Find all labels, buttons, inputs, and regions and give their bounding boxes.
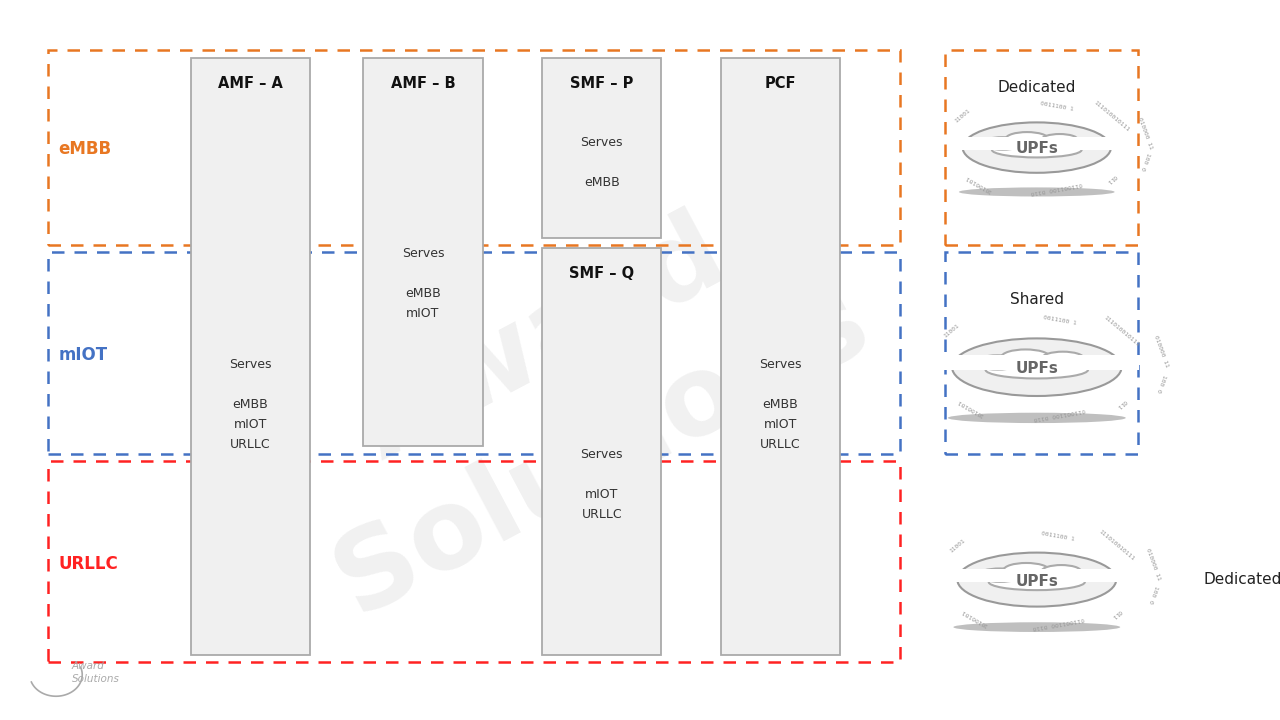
FancyBboxPatch shape bbox=[543, 248, 662, 655]
Text: 10100101: 10100101 bbox=[965, 174, 993, 193]
Text: 100 0: 100 0 bbox=[1156, 374, 1166, 393]
Text: 010000 11: 010000 11 bbox=[1138, 117, 1153, 150]
Text: 10100101: 10100101 bbox=[960, 608, 989, 628]
Ellipse shape bbox=[954, 622, 1120, 632]
Text: Serves

mIOT
URLLC: Serves mIOT URLLC bbox=[581, 448, 623, 521]
Text: PCF: PCF bbox=[765, 76, 796, 91]
Text: UPFs: UPFs bbox=[1015, 361, 1059, 377]
Text: 111010010111: 111010010111 bbox=[1092, 99, 1130, 132]
FancyBboxPatch shape bbox=[941, 569, 1133, 582]
Ellipse shape bbox=[978, 569, 1023, 582]
Text: SMF – Q: SMF – Q bbox=[570, 266, 635, 282]
Text: 10100101: 10100101 bbox=[956, 398, 984, 418]
Text: 0011100 1: 0011100 1 bbox=[1043, 315, 1076, 326]
Text: AMF – A: AMF – A bbox=[218, 76, 283, 91]
Ellipse shape bbox=[1041, 134, 1078, 145]
FancyBboxPatch shape bbox=[934, 356, 1139, 370]
Text: 011: 011 bbox=[1105, 174, 1117, 185]
Ellipse shape bbox=[986, 361, 1088, 379]
Bar bbox=[47, 252, 900, 454]
Text: 011001100 0110: 011001100 0110 bbox=[1033, 407, 1085, 420]
Bar bbox=[47, 50, 900, 245]
Ellipse shape bbox=[992, 142, 1082, 158]
FancyBboxPatch shape bbox=[364, 58, 483, 446]
Text: 11001: 11001 bbox=[943, 323, 960, 339]
Text: 111010010111: 111010010111 bbox=[1103, 315, 1140, 347]
Text: Serves

eMBB
mIOT: Serves eMBB mIOT bbox=[402, 247, 444, 320]
Text: SMF – P: SMF – P bbox=[570, 76, 634, 91]
Ellipse shape bbox=[1042, 565, 1080, 577]
Text: 11001: 11001 bbox=[954, 108, 972, 124]
Text: 0011100 1: 0011100 1 bbox=[1039, 102, 1074, 112]
Text: 111010010111: 111010010111 bbox=[1098, 529, 1135, 562]
Text: Shared: Shared bbox=[1010, 292, 1064, 307]
Text: Dedicated: Dedicated bbox=[1203, 572, 1280, 587]
Text: mIOT: mIOT bbox=[59, 346, 108, 364]
Text: Award
Solutions: Award Solutions bbox=[259, 156, 884, 636]
Text: UPFs: UPFs bbox=[1015, 574, 1059, 588]
Bar bbox=[945, 252, 1138, 454]
Text: URLLC: URLLC bbox=[59, 554, 118, 573]
Ellipse shape bbox=[1004, 563, 1050, 577]
Text: 010000 11: 010000 11 bbox=[1146, 548, 1161, 581]
FancyBboxPatch shape bbox=[543, 58, 662, 238]
Text: Dedicated: Dedicated bbox=[997, 80, 1076, 95]
Text: 010000 11: 010000 11 bbox=[1153, 334, 1169, 368]
Text: Award
Solutions: Award Solutions bbox=[72, 661, 119, 684]
Text: 011: 011 bbox=[1111, 608, 1123, 619]
Bar bbox=[47, 461, 900, 662]
Text: 11001: 11001 bbox=[948, 538, 966, 554]
Text: 0011100 1: 0011100 1 bbox=[1041, 531, 1075, 541]
Ellipse shape bbox=[957, 553, 1116, 606]
Ellipse shape bbox=[1001, 349, 1050, 364]
Text: Serves

eMBB
mIOT
URLLC: Serves eMBB mIOT URLLC bbox=[229, 358, 271, 451]
Text: 011: 011 bbox=[1116, 398, 1128, 409]
Ellipse shape bbox=[973, 356, 1021, 369]
FancyBboxPatch shape bbox=[947, 138, 1126, 150]
Ellipse shape bbox=[1042, 351, 1084, 365]
Ellipse shape bbox=[988, 574, 1085, 590]
Text: 011001100 0110: 011001100 0110 bbox=[1032, 616, 1084, 630]
Ellipse shape bbox=[1006, 132, 1048, 145]
Bar bbox=[945, 50, 1138, 245]
Text: UPFs: UPFs bbox=[1015, 142, 1059, 156]
Text: Serves

eMBB: Serves eMBB bbox=[581, 135, 623, 189]
Text: eMBB: eMBB bbox=[59, 140, 111, 158]
Text: 100 0: 100 0 bbox=[1148, 585, 1158, 604]
Ellipse shape bbox=[959, 187, 1115, 197]
Ellipse shape bbox=[982, 138, 1024, 150]
Text: 100 0: 100 0 bbox=[1140, 152, 1151, 171]
Text: Serves

eMBB
mIOT
URLLC: Serves eMBB mIOT URLLC bbox=[759, 358, 801, 451]
FancyBboxPatch shape bbox=[191, 58, 310, 655]
FancyBboxPatch shape bbox=[721, 58, 840, 655]
Ellipse shape bbox=[947, 413, 1126, 423]
Ellipse shape bbox=[952, 338, 1121, 396]
Text: 011001100 0110: 011001100 0110 bbox=[1030, 181, 1083, 195]
Text: AMF – B: AMF – B bbox=[390, 76, 456, 91]
Ellipse shape bbox=[963, 122, 1111, 173]
